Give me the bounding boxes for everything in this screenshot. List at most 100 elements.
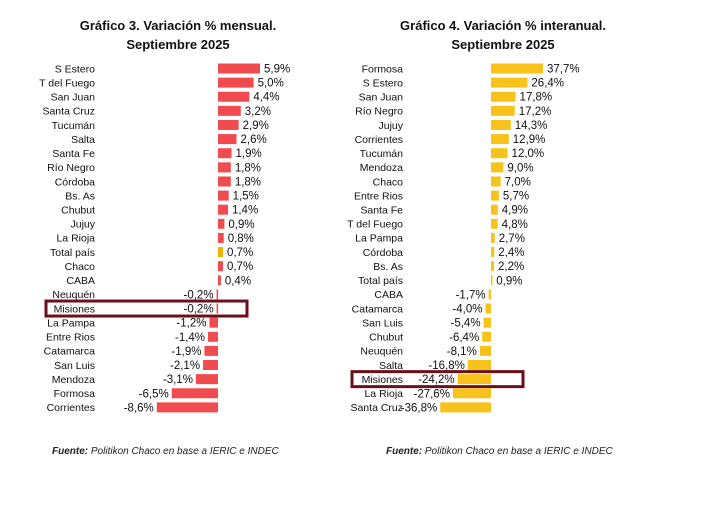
- chart-3-bar-san-luis: [203, 360, 218, 371]
- chart-3-value-label-mendoza: -3,1%: [163, 374, 193, 386]
- chart-3-category-label-cordoba: Córdoba: [55, 176, 95, 188]
- chart-4-highlight-box: [350, 370, 525, 389]
- chart-3-category-label-jujuy: Jujuy: [70, 219, 95, 231]
- chart-4-bar-total-pais: [491, 275, 493, 286]
- chart-4-bar-entre-rios: [491, 190, 499, 201]
- chart-3-value-label-san-juan: 4,4%: [253, 92, 279, 104]
- chart-4-bar-chaco: [491, 176, 501, 187]
- chart-4-value-label-chaco: 7,0%: [505, 176, 531, 188]
- chart-3-subtitle: Septiembre 2025: [126, 37, 230, 52]
- chart-3-value-label-s-estero: 5,9%: [264, 64, 290, 76]
- chart-3-category-label-chubut: Chubut: [61, 205, 95, 217]
- chart-3-value-label-santa-cruz: 3,2%: [245, 106, 271, 118]
- chart-4-category-label-caba: CABA: [374, 289, 403, 301]
- chart-4-category-label-misiones: Misiones: [362, 374, 403, 386]
- chart-3-value-label-la-rioja: 0,8%: [228, 233, 254, 245]
- chart-4-value-label-rio-negro: 17,2%: [519, 106, 552, 118]
- chart-4-bar-neuquen: [479, 345, 491, 356]
- chart-4-value-label-corrientes: 12,9%: [513, 134, 546, 146]
- chart-4-bar-bs-as: [491, 261, 495, 272]
- chart-4-category-label-chubut: Chubut: [369, 332, 403, 344]
- chart-3-source-text: Politikon Chaco en base a IERIC e INDEC: [88, 446, 279, 457]
- chart-4-bar-san-juan: [491, 91, 516, 102]
- chart-4-category-label-chaco: Chaco: [373, 176, 404, 188]
- chart-3-value-label-chubut: 1,4%: [232, 205, 258, 217]
- chart-4-category-label-total-pais: Total país: [358, 275, 403, 287]
- chart-4-bar-santa-cruz: [440, 402, 491, 413]
- chart-4-value-label-chubut: -6,4%: [449, 332, 479, 344]
- chart-4-category-label-la-rioja: La Rioja: [364, 388, 403, 400]
- chart-3-title-block: Gráfico 3. Variación % mensual. Septiemb…: [60, 16, 296, 54]
- chart-3-value-label-chaco: 0,7%: [227, 261, 253, 273]
- chart-3-bar-mendoza: [195, 374, 218, 385]
- chart-3-bar-total-pais: [218, 247, 223, 258]
- chart-4-bar-t-del-fuego: [491, 218, 498, 229]
- chart-4-bar-la-rioja: [452, 388, 491, 399]
- chart-4-value-label-santa-cruz: -36,8%: [401, 402, 437, 414]
- chart-4-value-label-formosa: 37,7%: [547, 64, 580, 76]
- chart-3-category-label-t-del-fuego: T del Fuego: [39, 77, 95, 89]
- chart-3-value-label-formosa: -6,5%: [139, 388, 169, 400]
- chart-4-category-label-tucuman: Tucumán: [360, 148, 404, 160]
- chart-3-bar-chaco: [218, 261, 223, 272]
- chart-4-category-label-rio-negro: Río Negro: [355, 106, 403, 118]
- chart-4-bar-tucuman: [491, 148, 508, 159]
- chart-4-category-label-mendoza: Mendoza: [360, 162, 403, 174]
- chart-4-title: Gráfico 4. Variación % interanual.: [400, 18, 606, 33]
- chart-4-category-label-cordoba: Córdoba: [363, 247, 403, 259]
- chart-3-value-label-corrientes: -8,6%: [124, 402, 154, 414]
- chart-4-category-label-bs-as: Bs. As: [373, 261, 403, 273]
- chart-4-bar-caba: [488, 289, 491, 300]
- chart-3-bar-entre-rios: [208, 331, 218, 342]
- chart-3-value-label-santa-fe: 1,9%: [236, 148, 262, 160]
- chart-4-bar-san-luis: [483, 317, 491, 328]
- chart-3-category-label-rio-negro: Río Negro: [47, 162, 95, 174]
- chart-3-category-label-entre-rios: Entre Rios: [46, 332, 95, 344]
- chart-3-category-label-la-pampa: La Pampa: [47, 317, 95, 329]
- chart-3-bar-santa-fe: [218, 148, 232, 159]
- chart-4-value-label-bs-as: 2,2%: [498, 261, 524, 273]
- chart-3-value-label-caba: 0,4%: [225, 275, 251, 287]
- chart-3-category-label-mendoza: Mendoza: [52, 374, 95, 386]
- chart-4-category-label-corrientes: Corrientes: [355, 134, 403, 146]
- chart-4-value-label-tucuman: 12,0%: [512, 148, 545, 160]
- chart-4-value-label-s-estero: 26,4%: [531, 78, 564, 90]
- chart-4-bar-mendoza: [491, 162, 504, 173]
- chart-3-category-label-bs-as: Bs. As: [65, 190, 95, 202]
- chart-4-value-label-la-rioja: -27,6%: [413, 388, 449, 400]
- chart-4-category-label-s-estero: S Estero: [363, 77, 403, 89]
- chart-3-highlight-box: [44, 299, 249, 318]
- chart-4-category-label-la-pampa: La Pampa: [355, 233, 403, 245]
- chart-3-bar-neuquen: [216, 289, 219, 300]
- chart-4-subtitle: Septiembre 2025: [451, 37, 555, 52]
- chart-4-bar-corrientes: [491, 134, 509, 145]
- chart-3-category-label-total-pais: Total país: [50, 247, 95, 259]
- chart-4-source-text: Politikon Chaco en base a IERIC e INDEC: [422, 446, 613, 457]
- chart-3-bar-santa-cruz: [218, 105, 241, 116]
- chart-4-value-label-entre-rios: 5,7%: [503, 191, 529, 203]
- chart-3-source-label: Fuente:: [52, 446, 89, 457]
- chart-4-source: Fuente: Politikon Chaco en base a IERIC …: [386, 446, 613, 457]
- chart-4-value-label-san-luis: -5,4%: [451, 318, 481, 330]
- chart-4-value-label-misiones: -24,2%: [418, 374, 454, 386]
- chart-4-value-label-caba: -1,7%: [456, 289, 486, 301]
- chart-4-category-label-salta: Salta: [379, 360, 403, 372]
- chart-4-bar-jujuy: [491, 119, 511, 130]
- chart-3-category-label-salta: Salta: [71, 134, 95, 146]
- chart-4-value-label-neuquen: -8,1%: [447, 346, 477, 358]
- chart-3-bar-cordoba: [218, 176, 231, 187]
- chart-3-bar-la-rioja: [218, 232, 224, 243]
- chart-3-bar-corrientes: [156, 402, 218, 413]
- chart-4-category-label-san-juan: San Juan: [359, 92, 404, 104]
- chart-3-value-label-cordoba: 1,8%: [235, 176, 261, 188]
- chart-3-bar-t-del-fuego: [218, 77, 254, 88]
- chart-3-value-label-jujuy: 0,9%: [228, 219, 254, 231]
- chart-4-category-label-neuquen: Neuquén: [360, 346, 403, 358]
- chart-3-value-label-la-pampa: -1,2%: [176, 318, 206, 330]
- chart-3-bar-misiones: [216, 303, 219, 314]
- chart-3-category-label-neuquen: Neuquén: [52, 289, 95, 301]
- chart-4-category-label-santa-cruz: Santa Cruz: [350, 402, 403, 414]
- chart-3-value-label-neuquen: -0,2%: [184, 289, 214, 301]
- chart-3-category-label-caba: CABA: [66, 275, 95, 287]
